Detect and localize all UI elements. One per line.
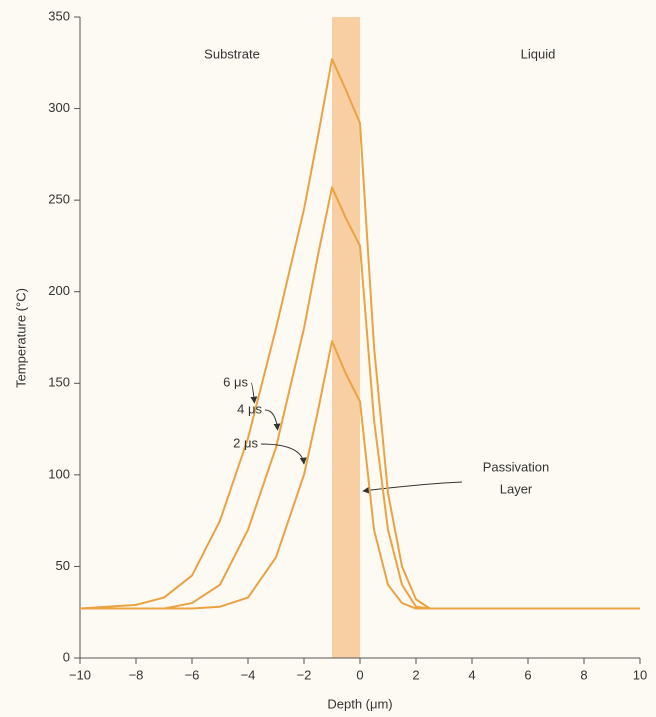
y-tick-label: 300	[48, 100, 70, 115]
series-label: 4 μs	[237, 401, 262, 416]
x-tick-label: −10	[69, 667, 91, 682]
y-tick-label: 100	[48, 466, 70, 481]
x-tick-label: −4	[241, 667, 256, 682]
annotation-arrow	[362, 481, 463, 494]
series-label-arrow	[250, 382, 258, 404]
y-axis-label: Temperature (°C)	[13, 288, 28, 388]
passivation-band	[332, 17, 360, 658]
series-label-arrow	[264, 409, 281, 431]
y-tick-label: 150	[48, 375, 70, 390]
series-label-arrow	[260, 443, 307, 465]
series-label: 2 μs	[233, 435, 258, 450]
x-tick-label: 2	[412, 667, 419, 682]
y-tick-label: 0	[63, 649, 70, 664]
annotation: Layer	[500, 481, 533, 496]
x-tick-label: 8	[580, 667, 587, 682]
x-tick-label: 0	[356, 667, 363, 682]
x-tick-label: 4	[468, 667, 475, 682]
y-tick-label: 200	[48, 283, 70, 298]
y-tick-label: 350	[48, 8, 70, 23]
annotation: Passivation	[483, 459, 549, 474]
y-tick-label: 50	[56, 558, 70, 573]
annotation: Substrate	[204, 46, 260, 61]
x-tick-label: −8	[129, 667, 144, 682]
x-tick-label: −6	[185, 667, 200, 682]
band-layer	[332, 17, 360, 658]
series-label: 6 μs	[223, 374, 248, 389]
y-tick-label: 250	[48, 192, 70, 207]
annotation: Liquid	[521, 46, 556, 61]
series-line	[80, 186, 640, 610]
x-tick-label: 10	[633, 667, 647, 682]
series-line	[80, 340, 640, 610]
x-tick-label: 6	[524, 667, 531, 682]
series-line	[79, 58, 640, 610]
x-axis-label: Depth (μm)	[327, 696, 392, 711]
x-tick-label: −2	[297, 667, 312, 682]
